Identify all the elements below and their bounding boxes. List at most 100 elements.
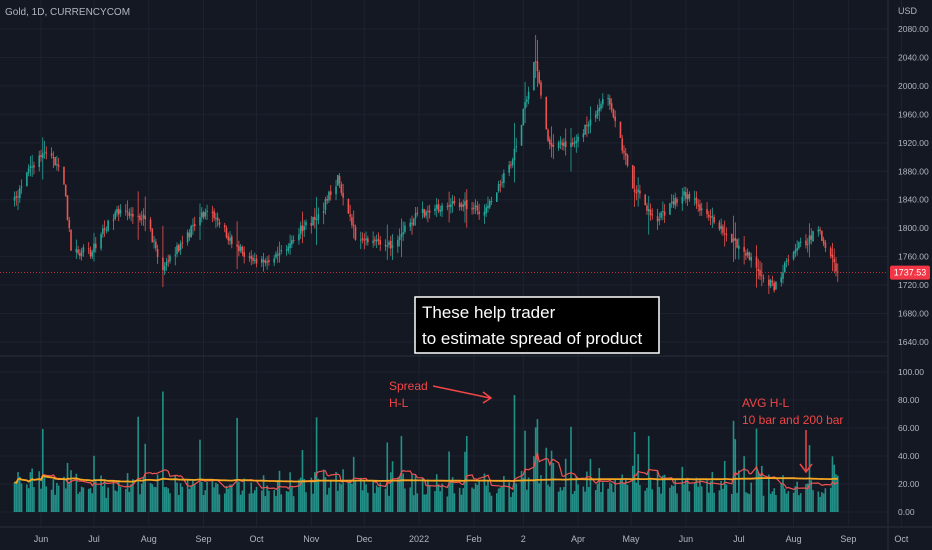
- candle-body: [155, 241, 157, 249]
- candle-body: [340, 184, 343, 193]
- candle-body: [27, 168, 30, 173]
- candle-body: [564, 141, 567, 148]
- spread-bar: [835, 474, 837, 512]
- candle-body: [437, 204, 440, 211]
- spread-bar: [771, 491, 774, 512]
- spread-bar: [63, 476, 65, 512]
- candle-body: [82, 247, 85, 252]
- spread-bar: [587, 487, 590, 512]
- candle-body: [736, 239, 738, 248]
- spread-bar: [112, 480, 115, 512]
- spread-bar: [619, 479, 622, 512]
- spread-bar: [241, 490, 244, 512]
- candle-body: [248, 256, 251, 258]
- spread-bar: [748, 494, 751, 512]
- spread-bar: [291, 487, 293, 512]
- time-tick-label: Sep: [196, 534, 212, 544]
- candle-body: [663, 211, 666, 216]
- spread-bar: [476, 484, 479, 512]
- spread-bar: [91, 493, 94, 512]
- candle-body: [674, 197, 677, 206]
- time-axis[interactable]: Jun Jul Aug Sep Oct Nov Dec 2022 Feb 2 Apr May Jun Ju…: [34, 534, 909, 544]
- candle-body: [132, 214, 134, 217]
- candle-body: [478, 211, 480, 215]
- price-tick-label: 2000.00: [898, 81, 929, 91]
- spread-bar: [342, 469, 344, 512]
- spread-bar: [82, 487, 85, 512]
- spread-bar: [508, 482, 510, 512]
- spread-tick-label: 80.00: [898, 395, 920, 405]
- spread-bar: [646, 487, 648, 512]
- spread-arrow: [432, 385, 493, 404]
- candle-body: [116, 209, 118, 214]
- spread-bar: [361, 490, 364, 512]
- spread-bar: [706, 480, 708, 512]
- spread-bar: [524, 430, 526, 512]
- candle-body: [324, 199, 327, 211]
- spread-bar: [552, 462, 555, 512]
- candle-body: [485, 207, 487, 214]
- spread-bar: [794, 486, 797, 512]
- price-axis[interactable]: 2080.00 2040.00 2000.00 1960.00 1920.00 1880.…: [898, 24, 929, 347]
- candle-body: [536, 61, 539, 72]
- candle-body: [792, 252, 795, 260]
- candle-body: [621, 138, 624, 151]
- spread-bar: [15, 483, 18, 512]
- spread-bar: [236, 417, 238, 512]
- candle-body: [93, 243, 95, 253]
- candle-body: [831, 254, 834, 258]
- spread-bar: [723, 460, 726, 512]
- spread-label-2: H-L: [389, 396, 409, 410]
- candle-body: [162, 257, 164, 270]
- spread-bar: [533, 456, 535, 512]
- spread-bar: [40, 488, 42, 512]
- spread-bar: [144, 443, 147, 512]
- spread-bar: [441, 483, 443, 512]
- candle-body: [287, 246, 290, 251]
- spread-bar: [465, 436, 468, 512]
- candle-body: [496, 192, 498, 202]
- spread-bar: [186, 480, 189, 512]
- candle-body: [596, 110, 599, 116]
- candle-body: [697, 204, 699, 206]
- candle-body: [315, 219, 318, 221]
- spread-bar: [151, 484, 154, 512]
- candle-body: [805, 240, 807, 246]
- spread-bar: [335, 471, 337, 512]
- spread-axis[interactable]: 100.00 80.00 60.00 40.00 20.00 0.00: [898, 367, 924, 517]
- candle-body: [397, 239, 399, 247]
- candle-body: [365, 238, 367, 241]
- spread-bar: [496, 493, 498, 512]
- candle-body: [773, 282, 775, 291]
- candle-body: [291, 240, 293, 245]
- candle-body: [268, 260, 270, 263]
- spread-bar: [596, 483, 599, 512]
- spread-bar: [70, 470, 72, 512]
- spread-bar: [836, 475, 839, 512]
- spread-bar: [734, 439, 737, 512]
- candle-body: [128, 212, 131, 216]
- candle-body: [20, 186, 23, 188]
- time-tick-label: May: [623, 534, 641, 544]
- spread-bar: [19, 476, 21, 512]
- candle-body: [465, 199, 468, 210]
- spread-bar: [598, 467, 601, 512]
- spread-bar: [200, 481, 203, 512]
- spread-bar: [683, 484, 685, 512]
- spread-bar: [511, 492, 514, 512]
- spread-bar: [743, 456, 745, 512]
- spread-bar: [513, 395, 516, 512]
- candle-body: [375, 239, 378, 242]
- candle-body: [761, 275, 763, 277]
- candle-body: [656, 216, 659, 222]
- candle-body: [119, 209, 122, 214]
- candle-body: [338, 176, 341, 184]
- candle-body: [669, 203, 671, 215]
- candle-body: [769, 279, 772, 287]
- candle-body: [250, 255, 253, 259]
- candle-body: [64, 184, 67, 197]
- candle-body: [285, 249, 288, 251]
- candle-body: [647, 209, 650, 212]
- spread-bar: [116, 491, 118, 512]
